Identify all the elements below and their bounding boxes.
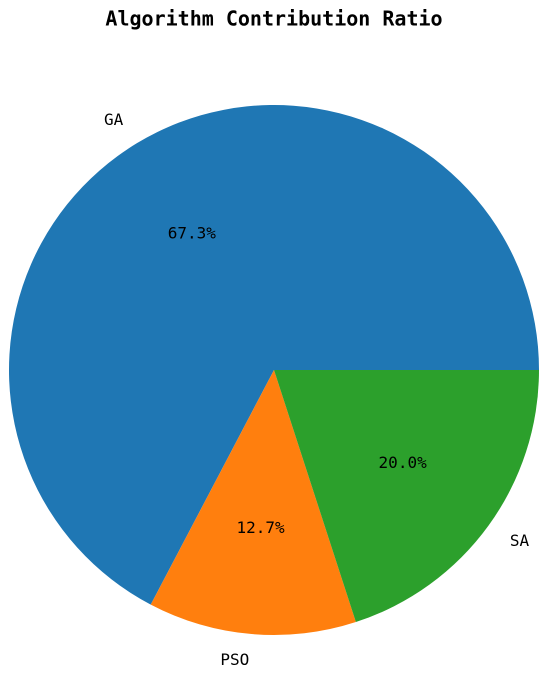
value-label: 67.3%	[168, 223, 217, 242]
slice-label: SA	[510, 531, 530, 550]
slice-label: PSO	[220, 650, 249, 669]
pie-slice	[8, 105, 539, 605]
value-label: 20.0%	[379, 453, 428, 472]
chart-title: Algorithm Contribution Ratio	[105, 7, 442, 31]
pie-slice	[150, 370, 356, 635]
value-label: 12.7%	[236, 518, 285, 537]
slice-label: GA	[104, 110, 124, 129]
pie-slice	[274, 370, 539, 623]
